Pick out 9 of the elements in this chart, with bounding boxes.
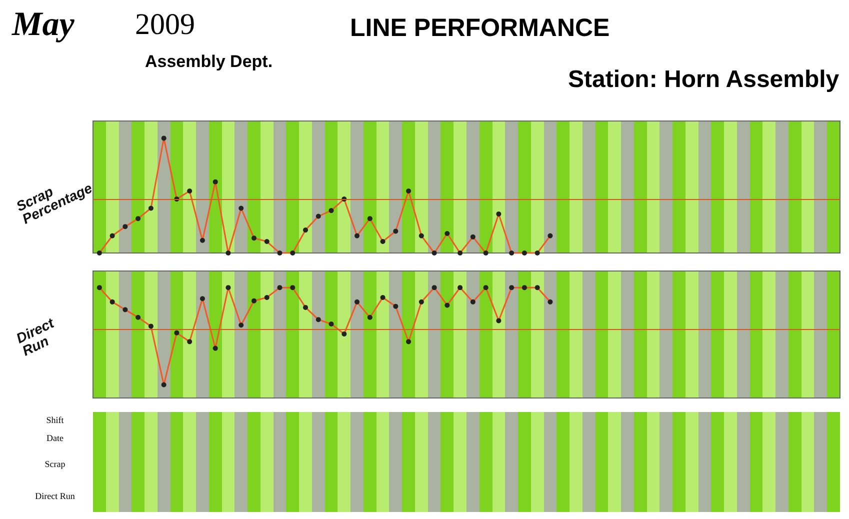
chart-subtitle: Assembly Dept.	[145, 52, 273, 72]
text: 2009	[135, 8, 195, 42]
text: Station: Horn Assembly	[568, 66, 840, 94]
text: Shift	[45, 415, 65, 425]
text: Date	[46, 433, 64, 443]
chart-title: LINE PERFORMANCE	[350, 14, 610, 43]
text: Direct Run	[34, 491, 76, 501]
text: May	[12, 6, 74, 44]
text: Scrap	[44, 459, 66, 469]
